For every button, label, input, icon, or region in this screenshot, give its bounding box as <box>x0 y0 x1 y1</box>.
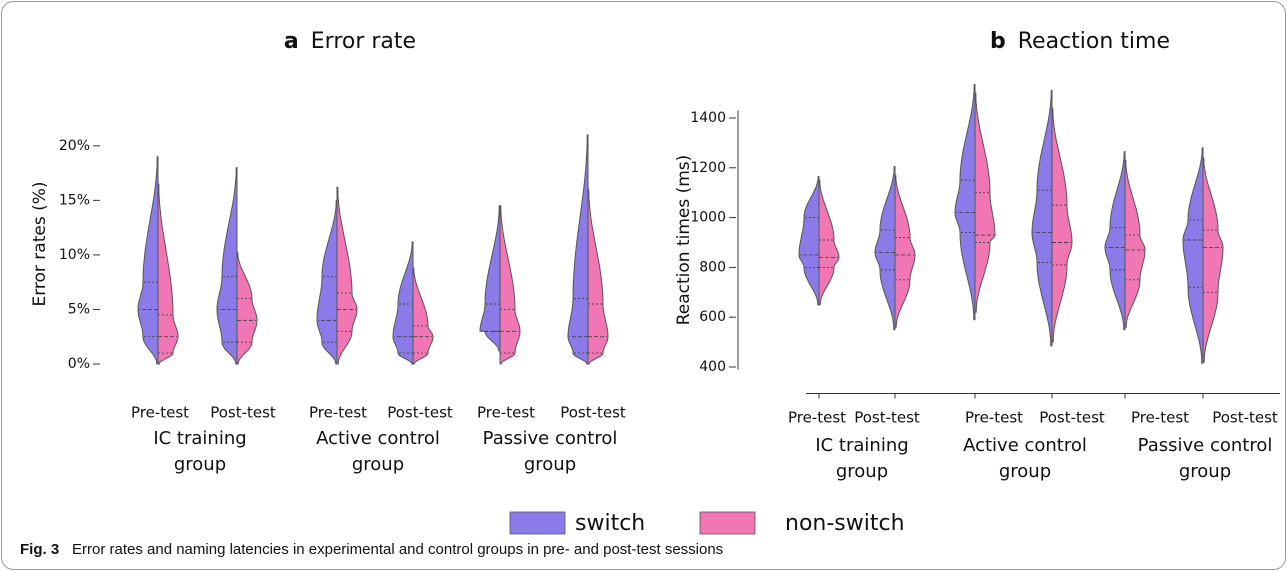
caption-text: Error rates and naming latencies in expe… <box>72 541 723 558</box>
x-tick-label: Post-test <box>560 404 626 422</box>
violin-half <box>236 252 258 365</box>
violin-half <box>479 205 501 352</box>
legend-label: switch <box>575 511 645 536</box>
group-label: group <box>999 461 1051 482</box>
violin-half <box>894 174 916 328</box>
violin-half <box>316 199 338 365</box>
violin-half <box>567 134 589 365</box>
y-tick-label: 20% <box>59 138 90 154</box>
violin-half <box>137 156 159 365</box>
x-tick-label: Post-test <box>210 404 276 422</box>
panel-label: b <box>990 29 1006 54</box>
violin-half <box>587 188 609 365</box>
violin-half <box>954 83 976 321</box>
group-label: group <box>524 454 576 475</box>
y-tick-label: 400 <box>699 359 726 375</box>
violin-half <box>874 165 896 331</box>
violin-half <box>336 186 358 365</box>
violin-half <box>392 241 414 365</box>
violin-half <box>818 179 840 306</box>
group-label: group <box>836 461 888 482</box>
y-tick-label: 1400 <box>690 110 726 126</box>
x-tick-label: Post-test <box>1039 409 1105 427</box>
group-label: group <box>1179 461 1231 482</box>
group-label: Active control <box>963 435 1087 456</box>
group-label: IC training <box>815 435 908 456</box>
chart-title: a Error rate <box>284 29 416 54</box>
group-label: group <box>352 454 404 475</box>
violin-half <box>412 267 434 365</box>
y-tick-label: 15% <box>59 192 90 208</box>
violin-half <box>499 205 521 365</box>
violin-half <box>1124 159 1146 328</box>
panel-label: a <box>284 29 299 54</box>
y-tick-label: 5% <box>68 301 90 317</box>
violin-half <box>1031 90 1053 347</box>
caption-label: Fig. 3 <box>20 541 59 558</box>
legend-swatch <box>699 511 756 535</box>
x-tick-label: Pre-test <box>788 409 846 427</box>
x-tick-label: Post-test <box>1212 409 1278 427</box>
group-label: Passive control <box>1138 435 1273 456</box>
violin-half <box>1202 157 1224 363</box>
violin-half <box>798 175 820 306</box>
group-label: Active control <box>316 428 440 449</box>
y-axis-label: Reaction times (ms) <box>674 155 694 326</box>
violin-half <box>1182 147 1204 364</box>
legend-swatch <box>509 511 566 535</box>
x-tick-label: Pre-test <box>309 404 367 422</box>
title-text: Error rate <box>311 29 416 54</box>
group-label: group <box>174 454 226 475</box>
chart-title: b Reaction time <box>990 29 1170 54</box>
x-tick-label: Post-test <box>854 409 920 427</box>
x-tick-label: Pre-test <box>1131 409 1189 427</box>
y-axis-label: Error rates (%) <box>30 181 50 306</box>
y-tick-label: 1200 <box>690 160 726 176</box>
group-label: Passive control <box>483 428 618 449</box>
title-text: Reaction time <box>1018 29 1170 54</box>
x-tick-label: Pre-test <box>477 404 535 422</box>
y-tick-label: 800 <box>699 259 726 275</box>
group-label: IC training <box>153 428 246 449</box>
legend-label: non-switch <box>785 511 905 536</box>
violin-half <box>974 92 996 313</box>
violin-half <box>1051 107 1073 343</box>
violin-half <box>216 167 238 365</box>
y-tick-label: 0% <box>68 356 90 372</box>
violin-half <box>1104 151 1126 331</box>
x-tick-label: Pre-test <box>131 404 189 422</box>
x-tick-label: Pre-test <box>965 409 1023 427</box>
y-tick-label: 600 <box>699 309 726 325</box>
violin-half <box>157 183 179 365</box>
y-tick-label: 10% <box>59 247 90 263</box>
x-tick-label: Post-test <box>387 404 453 422</box>
y-tick-label: 1000 <box>690 210 726 226</box>
